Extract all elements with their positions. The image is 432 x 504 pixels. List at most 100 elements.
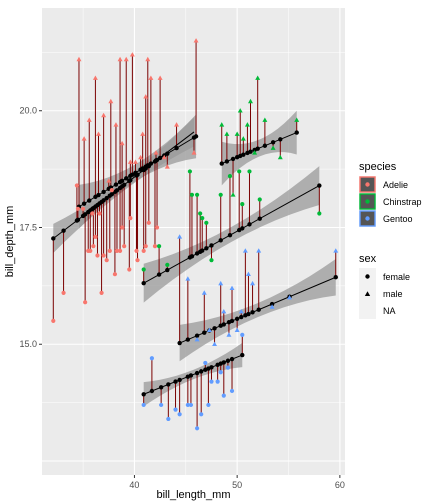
- observed-point-male: [106, 178, 112, 183]
- legend-sex-label: female: [383, 272, 410, 282]
- observed-point-female: [95, 253, 100, 258]
- observed-point-male: [123, 56, 129, 62]
- observed-point-female: [109, 188, 114, 193]
- observed-point-female: [215, 379, 220, 384]
- observed-point-female: [209, 379, 214, 384]
- observed-point-male: [230, 192, 236, 197]
- fitted-point: [246, 311, 251, 317]
- observed-point-female: [204, 220, 209, 225]
- legend-key-point: [365, 216, 370, 221]
- observed-point-female: [187, 169, 193, 174]
- fitted-point: [225, 358, 231, 363]
- fitted-point: [194, 370, 200, 376]
- fitted-point: [166, 382, 171, 387]
- fitted-point: [294, 130, 299, 135]
- observed-point-male: [234, 327, 240, 333]
- observed-point-female: [206, 402, 211, 408]
- fitted-point: [113, 182, 119, 187]
- observed-point-female: [194, 426, 200, 431]
- observed-point-male: [219, 122, 225, 127]
- fitted-point: [165, 267, 170, 273]
- observed-point-female: [93, 234, 98, 239]
- fitted-point: [156, 272, 162, 277]
- observed-point-male: [244, 122, 250, 127]
- fitted-point: [177, 340, 182, 346]
- observed-point-male: [294, 117, 300, 122]
- fitted-point: [202, 330, 207, 335]
- observed-point-female: [120, 225, 125, 230]
- observed-point-female: [75, 206, 81, 211]
- observed-point-male: [119, 140, 125, 146]
- observed-point-male: [143, 94, 149, 99]
- fitted-point: [109, 191, 115, 197]
- fitted-point: [96, 192, 101, 198]
- observed-point-female: [185, 402, 190, 408]
- fitted-point: [199, 369, 204, 374]
- fitted-point: [240, 352, 245, 358]
- observed-point-male: [129, 52, 135, 57]
- observed-point-male: [226, 332, 232, 337]
- observed-point-female: [240, 332, 245, 337]
- observed-point-female: [229, 388, 235, 394]
- observed-point-male: [153, 150, 159, 155]
- fitted-point: [114, 188, 120, 193]
- legend-key-point: [365, 199, 370, 204]
- observed-point-male: [234, 131, 240, 136]
- fitted-point: [256, 307, 261, 312]
- observed-point-male: [201, 290, 207, 295]
- x-axis-title: bill_length_mm: [157, 489, 231, 501]
- observed-point-male: [164, 164, 170, 169]
- fitted-point: [82, 212, 88, 217]
- fitted-point: [317, 183, 322, 188]
- observed-point-female: [173, 407, 178, 412]
- observed-point-male: [132, 159, 138, 164]
- observed-point-female: [141, 248, 146, 253]
- fitted-point: [241, 152, 246, 157]
- observed-point-female: [240, 202, 245, 207]
- fitted-point: [119, 178, 125, 184]
- fitted-point: [141, 280, 146, 286]
- observed-point-female: [90, 211, 95, 216]
- observed-point-female: [317, 211, 322, 216]
- observed-point-female: [134, 248, 139, 253]
- observed-point-female: [91, 244, 96, 249]
- observed-point-female: [141, 267, 146, 272]
- observed-point-male: [108, 98, 114, 104]
- observed-point-female: [199, 412, 204, 417]
- observed-point-male: [229, 285, 235, 291]
- observed-point-female: [188, 402, 194, 408]
- observed-point-male: [101, 112, 107, 118]
- observed-point-female: [218, 370, 223, 375]
- fitted-point: [250, 310, 255, 315]
- legend-species-label: Chinstrap: [383, 197, 422, 207]
- observed-point-male: [269, 304, 275, 309]
- fitted-point: [262, 143, 268, 148]
- observed-point-male: [221, 308, 227, 314]
- observed-point-female: [104, 258, 109, 263]
- fitted-point: [224, 159, 230, 164]
- fitted-point: [221, 360, 226, 365]
- fitted-point: [204, 246, 209, 251]
- grid-lines: [42, 8, 345, 475]
- fitted-point: [278, 137, 283, 142]
- fitted-point: [81, 201, 87, 206]
- fitted-point: [229, 318, 235, 324]
- legend-key-point: [365, 182, 370, 187]
- fitted-point: [153, 158, 159, 163]
- observed-point-female: [166, 416, 171, 422]
- y-tick-label: 15.0: [19, 339, 37, 349]
- observed-point-female: [141, 402, 146, 408]
- fitted-point: [270, 140, 276, 145]
- legend-species-label: Adelie: [383, 180, 408, 190]
- observed-point-female: [143, 244, 148, 249]
- observed-point-female: [189, 192, 195, 197]
- observed-point-male: [113, 122, 119, 127]
- observed-point-female: [218, 192, 223, 197]
- observed-point-male: [127, 159, 133, 164]
- observed-point-female: [80, 206, 86, 211]
- observed-point-female: [165, 262, 170, 267]
- observed-point-male: [238, 308, 244, 314]
- fitted-point: [104, 195, 109, 201]
- observed-point-female: [74, 183, 80, 188]
